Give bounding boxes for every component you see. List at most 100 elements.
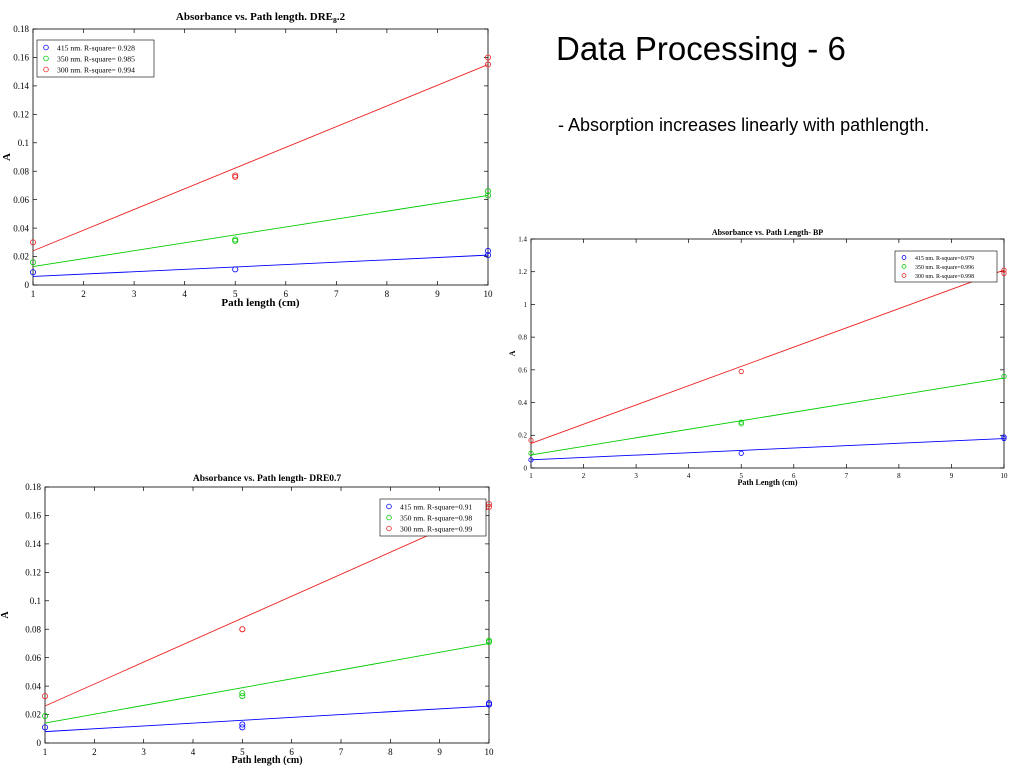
data-point-series-2: [232, 172, 239, 179]
y-tick-label: 0.18: [13, 24, 29, 34]
data-point-series-1: [232, 236, 239, 243]
chart-title: Absorbance vs. Path length. DRE8.2: [176, 11, 346, 25]
slide-bullet: - Absorption increases linearly with pat…: [558, 115, 930, 135]
legend-marker-series-2: [43, 66, 49, 73]
x-tick-label: 4: [687, 472, 691, 480]
x-tick-label: 6: [792, 472, 796, 480]
x-tick-label: 7: [339, 747, 344, 757]
legend-box: [36, 39, 155, 78]
x-tick-label: 1: [529, 472, 533, 480]
y-tick-label: 0.16: [13, 53, 29, 63]
data-point-series-1: [738, 421, 744, 427]
data-point-series-1: [29, 259, 36, 266]
x-tick-label: 5: [240, 747, 245, 757]
y-tick-label: 0.02: [13, 252, 29, 262]
y-axis-label: A: [1, 153, 13, 161]
y-tick-label: 0.16: [25, 511, 41, 521]
chart-title-text: Absorbance vs. Path length. DRE: [176, 11, 333, 23]
chart-bp: 1 2 3 4 5 6 7 8 9 10 0 0.2 0.4 0.6 0.8 1 1.2 1.4 Absorbanc…: [508, 228, 1008, 487]
data-point-series-1: [528, 450, 534, 456]
data-point-series-2: [528, 437, 534, 443]
legend-marker-series-0: [386, 503, 392, 510]
legend-marker-series-1: [901, 264, 907, 269]
y-tick-label: 0.2: [518, 432, 527, 440]
fit-line-series-2: [32, 64, 489, 252]
x-tick-label: 10: [485, 747, 495, 757]
x-tick-label: 9: [435, 289, 440, 299]
fit-line-series-1: [32, 194, 489, 267]
y-tick-label: 0.06: [13, 195, 29, 205]
fit-line-series-1: [530, 377, 1005, 456]
x-axis-label: Path length (cm): [231, 755, 302, 766]
x-tick-label: 1: [31, 289, 36, 299]
data-point-series-0: [239, 721, 246, 728]
x-tick-label: 2: [81, 289, 86, 299]
y-tick-label: 0: [524, 464, 528, 472]
y-tick-label: 0: [25, 280, 30, 290]
data-point-series-0: [484, 252, 491, 259]
data-point-series-0: [42, 724, 49, 731]
legend-label-series-0: 415 nm. R-square= 0.928: [57, 43, 135, 52]
data-point-series-2: [485, 501, 492, 508]
legend-label-series-0: 415 nm. R-square=0.91: [400, 502, 472, 511]
chart-title-subscript: 8: [333, 16, 337, 25]
x-tick-label: 1: [43, 747, 48, 757]
chart-dre0-7: 1 2 3 4 5 6 7 8 9 10 0 0.02 0.04 0.06 0.08 0.1 0.12 0.14 0…: [0, 474, 495, 766]
data-point-series-0: [528, 457, 534, 463]
data-point-series-2: [485, 503, 492, 510]
y-tick-label: 0.6: [518, 366, 527, 374]
legend-label-series-2: 300 nm. R-square=0.99: [400, 524, 472, 533]
x-tick-label: 5: [739, 472, 743, 480]
y-tick-label: 0.12: [25, 567, 41, 577]
y-tick-label: 0.18: [25, 482, 41, 492]
fit-line-series-1: [44, 643, 490, 724]
y-tick-label: 1.4: [518, 235, 527, 243]
y-axis-label: A: [0, 611, 11, 619]
y-tick-label: 0.04: [13, 223, 29, 233]
x-tick-label: 6: [289, 747, 294, 757]
data-point-series-2: [484, 61, 491, 68]
legend-marker-series-1: [386, 514, 392, 521]
legend-label-series-2: 300 nm. R-square= 0.994: [57, 65, 135, 74]
data-point-series-2: [1001, 270, 1007, 276]
data-point-series-2: [29, 239, 36, 246]
data-point-series-1: [484, 188, 491, 195]
legend-box: [379, 498, 487, 537]
fit-line-series-0: [530, 438, 1005, 461]
x-tick-label: 7: [845, 472, 849, 480]
y-tick-label: 0.14: [25, 539, 41, 549]
legend-label-series-1: 350 nm. R-square=0.996: [915, 265, 974, 271]
data-point-series-0: [1001, 435, 1007, 442]
y-tick-label: 0.1: [30, 596, 41, 606]
data-point-series-1: [239, 690, 246, 697]
x-tick-label: 5: [233, 289, 238, 299]
data-point-series-0: [484, 247, 491, 254]
data-point-series-0: [738, 450, 744, 456]
fit-line-series-2: [530, 269, 1005, 444]
legend-label-series-0: 415 nm. R-square=0.979: [915, 256, 974, 262]
x-tick-label: 2: [92, 747, 97, 757]
data-point-series-0: [232, 266, 239, 273]
y-tick-label: 0.02: [25, 710, 41, 720]
legend-label-series-1: 350 nm. R-square=0.98: [400, 513, 472, 522]
data-point-series-2: [484, 54, 491, 61]
x-tick-label: 10: [484, 289, 494, 299]
y-tick-label: 0: [37, 738, 42, 748]
fit-line-series-0: [32, 254, 489, 277]
legend-label-series-1: 350 nm. R-square= 0.985: [57, 54, 135, 63]
legend-marker-series-1: [43, 55, 49, 62]
chart-title-suffix: .2: [337, 11, 346, 23]
data-point-series-1: [42, 712, 49, 719]
data-point-series-1: [484, 192, 491, 199]
chart-title: Absorbance vs. Path Length- BP: [712, 228, 823, 237]
legend-marker-series-2: [386, 525, 392, 532]
x-tick-label: 6: [284, 289, 289, 299]
x-axis-label: Path Length (cm): [738, 478, 798, 487]
data-point-series-2: [1001, 267, 1007, 273]
legend-marker-series-0: [901, 255, 907, 260]
x-tick-label: 9: [950, 472, 954, 480]
legend-label-series-2: 300 nm. R-square=0.998: [915, 274, 974, 280]
legend-box: [894, 250, 998, 283]
fit-line-series-2: [44, 507, 490, 707]
slide-title: Data Processing - 6: [556, 30, 846, 67]
